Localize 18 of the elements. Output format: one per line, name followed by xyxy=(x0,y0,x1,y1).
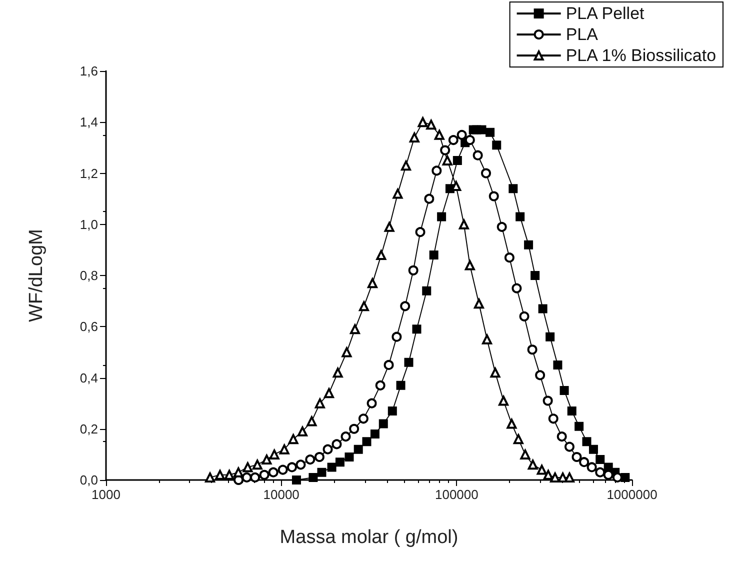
x-tick-label: 10000 xyxy=(263,487,300,502)
x-axis-title: Massa molar ( g/mol) xyxy=(280,527,458,548)
y-tick-label: 0,2 xyxy=(80,421,98,436)
y-tick-label: 1,4 xyxy=(80,114,98,130)
y-tick-label: 0,0 xyxy=(80,472,98,488)
legend-label: PLA 1% Biossilicato xyxy=(566,46,716,65)
legend-label: PLA Pellet xyxy=(566,4,645,23)
y-tick-label: 1,6 xyxy=(80,64,98,78)
y-tick-label: 0,4 xyxy=(80,370,98,386)
x-tick-label: 1000000 xyxy=(606,487,658,502)
y-tick-label: 1,0 xyxy=(80,216,98,232)
x-tick-label: 100000 xyxy=(434,487,478,502)
y-tick-label: 0,8 xyxy=(80,268,98,283)
y-tick-label: 0,6 xyxy=(80,319,98,334)
y-tick-label: 1,2 xyxy=(80,166,98,181)
x-tick-label: 1000 xyxy=(92,487,120,502)
y-axis-title: WF/dLogM xyxy=(26,229,47,322)
legend-label: PLA xyxy=(566,25,599,44)
